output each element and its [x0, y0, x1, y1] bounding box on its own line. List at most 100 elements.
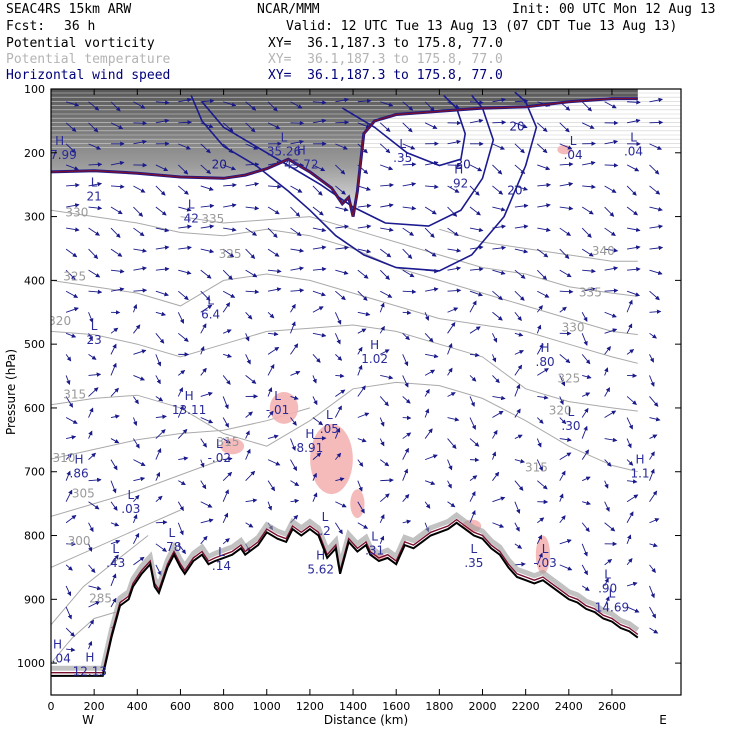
wind-vector	[627, 267, 641, 272]
contour-value-label: 20	[509, 119, 524, 133]
extremum-type-label: H	[370, 338, 379, 352]
wind-vector	[200, 535, 208, 545]
extremum-type-label: L	[542, 542, 549, 556]
wind-vector	[133, 227, 145, 237]
wind-vector	[267, 206, 280, 215]
wind-vector	[424, 480, 436, 486]
wind-vector	[335, 164, 346, 175]
wind-vector	[447, 101, 460, 109]
wind-vector	[223, 456, 233, 462]
wind-vector	[469, 352, 480, 358]
wind-vector	[424, 206, 437, 215]
wind-vector	[110, 184, 125, 189]
wind-vector	[514, 248, 529, 254]
wind-vector	[469, 266, 484, 272]
wind-vector	[88, 501, 100, 510]
wind-vector	[290, 321, 296, 334]
isentrope-340	[439, 228, 638, 262]
field-name-pv: Potential vorticity	[6, 36, 155, 51]
wind-vector	[626, 349, 635, 355]
y-tick-label: 900	[24, 593, 45, 606]
field-xy-wind: XY= 36.1,187.3 to 175.8, 77.0	[268, 68, 503, 83]
extremum-type-label: L	[604, 568, 611, 582]
wind-vector	[245, 289, 260, 295]
wind-vector	[514, 98, 529, 104]
wind-vector	[245, 354, 251, 365]
wind-vector	[335, 143, 348, 150]
wind-vector	[492, 354, 497, 363]
terrain-shading	[51, 511, 640, 671]
extremum-type-label: L	[609, 587, 616, 601]
y-tick-label: 500	[24, 338, 45, 351]
wind-vector	[178, 120, 193, 125]
extremum-value-label: .05	[320, 422, 339, 436]
wind-vector	[649, 224, 664, 229]
wind-vector	[312, 332, 327, 338]
wind-vector	[559, 417, 567, 425]
wind-vector	[536, 324, 542, 334]
wind-vector	[649, 269, 663, 275]
wind-vector	[335, 224, 349, 229]
y-tick-label: 100	[24, 83, 45, 96]
wind-vector	[604, 410, 617, 418]
wind-vector	[379, 269, 390, 280]
wind-vector	[267, 346, 280, 355]
wind-vector	[537, 368, 549, 376]
wind-vector	[492, 269, 506, 275]
wind-vector	[447, 343, 453, 355]
wind-vector	[447, 459, 453, 471]
wind-vector	[402, 432, 412, 439]
wind-vector	[245, 333, 250, 342]
wind-vector	[604, 139, 619, 145]
wind-vector	[402, 332, 410, 341]
wind-vector	[155, 100, 170, 105]
wind-vector	[155, 543, 167, 552]
wind-vector	[492, 410, 504, 418]
wind-vector	[133, 459, 146, 466]
wind-vector	[88, 122, 99, 133]
wind-vector	[425, 353, 439, 359]
extremum-type-label: L	[570, 134, 577, 148]
wind-vector	[88, 387, 99, 397]
isentrope-285	[51, 611, 116, 664]
wind-vector	[88, 477, 102, 483]
wind-vector	[424, 122, 438, 129]
wind-vector	[604, 577, 609, 587]
wind-vector	[559, 306, 567, 313]
extremum-type-label: H	[316, 548, 325, 562]
model-title: SEAC4RS 15km ARW	[6, 2, 132, 17]
wind-vector	[559, 539, 572, 545]
wind-vector	[155, 118, 170, 124]
wind-vector	[222, 143, 234, 154]
wind-vector	[536, 459, 543, 472]
wind-vector	[110, 387, 119, 397]
wind-vector	[110, 573, 117, 587]
wind-vector	[424, 333, 434, 343]
wind-vector	[604, 480, 609, 489]
wind-vector	[379, 122, 391, 132]
wind-vector	[649, 375, 655, 387]
wind-vector	[380, 477, 394, 483]
wind-vector	[559, 248, 570, 259]
wind-vector	[424, 369, 436, 376]
wind-vector	[223, 227, 237, 232]
wind-vector	[604, 346, 611, 355]
wind-vector	[379, 535, 385, 545]
extremum-type-label: L	[630, 131, 637, 145]
extremum-value-label: .35	[393, 151, 412, 165]
extremum-value-label: .92	[449, 176, 468, 190]
wind-vector	[559, 564, 573, 571]
wind-vector	[581, 122, 595, 129]
wind-vector	[133, 248, 147, 253]
wind-vector	[649, 332, 657, 339]
wind-vector	[155, 311, 167, 317]
wind-vector	[357, 248, 372, 254]
wind-speed-contour-30	[341, 94, 467, 167]
x-tick-label: 2600	[598, 700, 626, 713]
wind-vector	[110, 539, 121, 545]
wind-vector	[200, 438, 207, 448]
wind-vector	[536, 552, 543, 566]
wind-vector	[88, 619, 94, 629]
wind-vector	[334, 333, 341, 345]
wind-vector	[604, 163, 619, 168]
